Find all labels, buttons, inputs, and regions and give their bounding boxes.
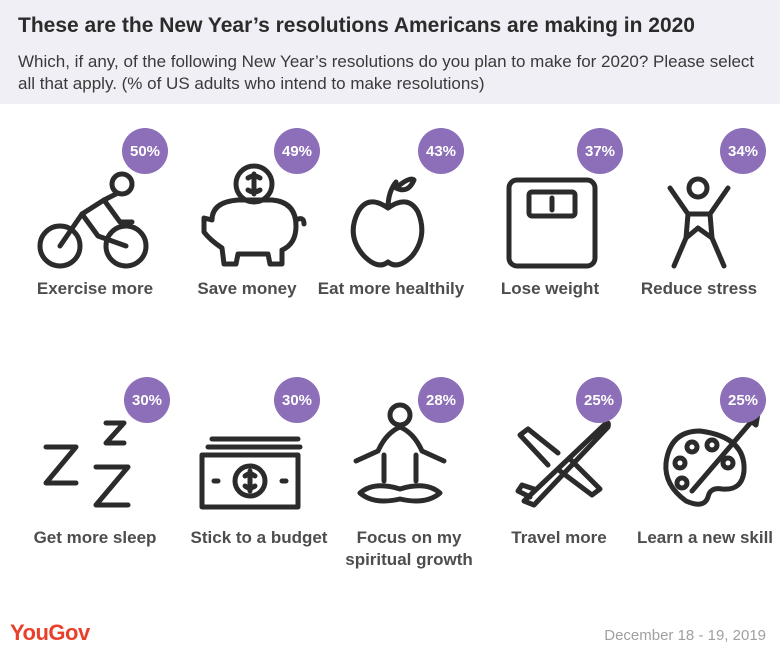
item-exercise-more: 50% Exercise more (20, 128, 170, 358)
meditation-icon (353, 402, 447, 504)
item-label: Get more sleep (33, 528, 157, 547)
percent-badge: 50% (122, 128, 168, 174)
stretch-person-icon (667, 176, 731, 269)
item-reduce-stress: 34% Reduce stress (624, 128, 774, 358)
item-lose-weight: 37% Lose weight (475, 128, 625, 358)
item-label: Eat more healthily (317, 279, 465, 298)
yougov-logo: YouGov (10, 620, 90, 645)
piggy-bank-icon (201, 163, 307, 267)
percent-badge: 37% (577, 128, 623, 174)
percent-badge: 30% (274, 377, 320, 423)
survey-date: December 18 - 19, 2019 (604, 627, 766, 644)
money-icon (199, 436, 303, 510)
airplane-icon (515, 420, 611, 508)
item-label: Lose weight (500, 279, 600, 298)
item-focus-on-spiritual-growth: 28% Focus on my spiritual growth (334, 377, 484, 607)
percent-badge: 49% (274, 128, 320, 174)
item-label: Save money (197, 279, 297, 298)
item-label: Learn a new skill (636, 528, 774, 547)
percent-badge: 43% (418, 128, 464, 174)
chart-subtitle: Which, if any, of the following New Year… (18, 52, 755, 93)
sleep-icon (43, 420, 131, 508)
percent-badge: 25% (720, 377, 766, 423)
item-get-more-sleep: 30% Get more sleep (20, 377, 170, 607)
item-stick-to-a-budget: 30% Stick to a budget (184, 377, 334, 607)
chart-title: These are the New Year’s resolutions Ame… (18, 14, 695, 37)
item-label: Reduce stress (640, 279, 758, 298)
item-label: Travel more (511, 528, 607, 547)
percent-badge: 25% (576, 377, 622, 423)
item-label: Stick to a budget (190, 528, 328, 547)
item-learn-a-new-skill: 25% Learn a new skill (630, 377, 780, 607)
percent-badge: 30% (124, 377, 170, 423)
percent-badge: 34% (720, 128, 766, 174)
item-save-money: 49% Save money (172, 128, 322, 358)
item-label: Focus on my spiritual growth (345, 528, 473, 569)
item-label: Exercise more (36, 279, 154, 298)
item-eat-more-healthily: 43% Eat more healthily (316, 128, 466, 358)
apple-icon (350, 176, 425, 268)
header-band: These are the New Year’s resolutions Ame… (0, 0, 780, 104)
bicycle-icon (37, 171, 149, 269)
percent-badge: 28% (418, 377, 464, 423)
item-travel-more: 25% Travel more (484, 377, 634, 607)
scale-icon (506, 177, 598, 269)
